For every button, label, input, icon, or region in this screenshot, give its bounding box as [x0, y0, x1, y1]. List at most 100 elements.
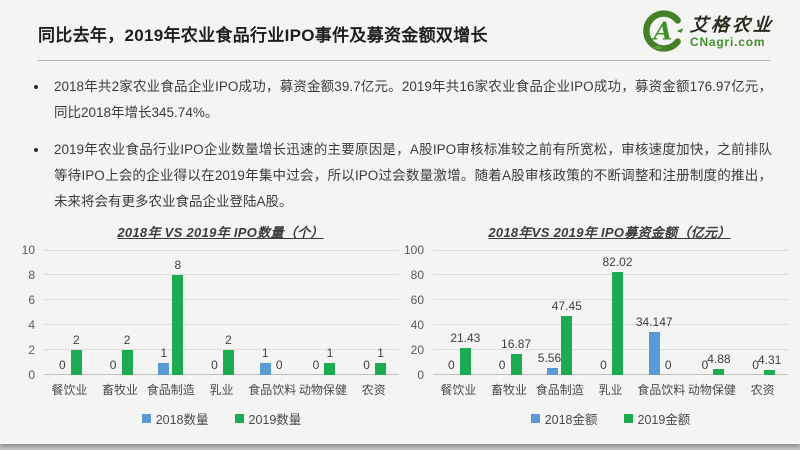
ipo-amount-chart: 2018年VS 2019年 IPO募资金额（亿元） 0 20 40 60 80 100 0… [401, 222, 788, 428]
bar-value-label: 1 [326, 345, 334, 360]
bar [764, 369, 776, 375]
y-axis-tick-label: 8 [28, 268, 35, 282]
brand-domain: CNagri.com [690, 35, 766, 50]
bullet-marker [34, 148, 38, 152]
bar [547, 368, 559, 375]
legend-swatch [530, 414, 540, 423]
y-axis-tick-label: 100 [403, 243, 424, 257]
bar [375, 362, 387, 375]
x-axis: 餐饮业 畜牧业 食品制造 乳业 食品饮料 动物保健 农资 [44, 381, 399, 398]
x-axis: 餐饮业 畜牧业 食品制造 乳业 食品饮料 动物保健 农资 [433, 381, 788, 398]
bar-value-label: 34.147 [635, 315, 673, 330]
legend-label: 2019金额 [637, 413, 691, 427]
chart-title: 2018年VS 2019年 IPO募资金额（亿元） [488, 225, 731, 240]
grid-line [433, 299, 788, 300]
bar-value-label: 0 [275, 358, 283, 372]
grid-line [44, 250, 399, 251]
page-title: 同比去年，2019年农业食品行业IPO事件及募资金额双增长 [38, 25, 488, 45]
y-axis-tick-label: 80 [410, 268, 424, 282]
header-divider [38, 60, 770, 61]
x-axis-category-label: 动物保健 [298, 383, 347, 397]
bar-value-label: 2 [123, 333, 131, 347]
bullet-text: 2018年共2家农业食品企业IPO成功，募资金额39.7亿元。2019年共16家… [54, 79, 772, 120]
y-axis-tick-label: 40 [410, 318, 424, 332]
bar-value-label: 2 [225, 333, 232, 347]
bar-value-label: 1 [261, 345, 269, 360]
y-axis-tick-label: 4 [28, 318, 35, 332]
bar-value-label: 0 [498, 358, 506, 372]
bar-value-label: 0 [448, 358, 455, 372]
y-axis-tick-label: 2 [28, 343, 35, 357]
y-axis-tick-label: 0 [28, 368, 35, 382]
legend-item: 2018数量 [141, 409, 209, 428]
y-axis-tick-label: 60 [410, 293, 424, 307]
y-axis: 0 20 40 60 80 100 [401, 244, 433, 381]
brand-name: 艾格农业 [689, 14, 775, 36]
y-axis-tick-label: 20 [410, 343, 424, 357]
bar-value-label: 0 [752, 358, 759, 372]
legend-label: 2018金额 [544, 413, 598, 427]
x-axis-category-label: 农资 [361, 383, 386, 397]
bullet-marker [34, 85, 38, 89]
bar [121, 350, 133, 375]
grid-line [433, 250, 788, 251]
bar [612, 272, 623, 375]
x-axis-category-label: 畜牧业 [102, 383, 139, 397]
grid-line [44, 299, 399, 300]
brand-text: 艾格农业 CNagri.com [689, 14, 775, 50]
x-axis-category-label: 食品饮料 [248, 383, 297, 397]
grid-line [433, 374, 788, 375]
slide-header: 同比去年，2019年农业食品行业IPO事件及募资金额双增长 A 艾格农业 CNa… [0, 0, 800, 58]
bar [172, 275, 184, 375]
legend-label: 2019数量 [248, 413, 302, 427]
bullet-text: 2019年农业食品行业IPO企业数量增长迅速的主要原因是，A股IPO审核标准较之… [54, 142, 772, 209]
grid-line [44, 274, 399, 275]
bullet-item: 2019年农业食品行业IPO企业数量增长迅速的主要原因是，A股IPO审核标准较之… [28, 137, 772, 215]
plot-area: 0 21.43 0 16.87 5.565 47.45 0 82.02 34.147 0 0 4.88… [433, 250, 788, 375]
bullet-list: 2018年共2家农业食品企业IPO成功，募资金额39.7亿元。2019年共16家… [0, 61, 800, 215]
x-axis-category-label: 动物保健 [687, 383, 736, 397]
legend-label: 2018数量 [155, 413, 209, 427]
bar [158, 362, 170, 375]
bar-value-label: 82.02 [602, 255, 633, 270]
y-axis-tick-label: 10 [21, 243, 35, 257]
bar-value-label: 4.88 [707, 351, 731, 366]
bar-value-label: 47.45 [551, 298, 582, 313]
cnagri-logo-icon: A [641, 9, 685, 58]
chart-legend: 2018数量 2019数量 [12, 409, 399, 428]
bar [713, 368, 725, 375]
bar-value-label: 0 [363, 358, 370, 372]
chart-title: 2018年 VS 2019年 IPO数量（个） [117, 225, 324, 240]
bar-value-label: 0 [312, 358, 320, 372]
grid-line [433, 274, 788, 275]
bar-value-label: 16.87 [501, 336, 532, 351]
chart-legend: 2018金额 2019金额 [401, 409, 788, 428]
bar-value-label: 0 [600, 358, 607, 372]
legend-item: 2019金额 [623, 409, 691, 428]
x-axis-category-label: 乳业 [598, 383, 623, 397]
bar [259, 362, 271, 375]
bar-value-label: 0 [59, 358, 66, 372]
y-axis-tick-label: 0 [417, 368, 424, 382]
grid-line [433, 324, 788, 325]
bar [223, 350, 234, 375]
bar-value-label: 1 [160, 345, 168, 360]
bar-value-label: 0 [701, 358, 709, 372]
bar [648, 332, 660, 375]
x-axis-category-label: 餐饮业 [440, 383, 477, 397]
bar-value-label: 2 [73, 333, 80, 347]
legend-swatch [141, 414, 151, 423]
x-axis-category-label: 餐饮业 [51, 383, 88, 397]
legend-swatch [234, 414, 244, 423]
grid-line [44, 374, 399, 375]
bar-value-label: 1 [377, 345, 384, 360]
y-axis: 0 2 4 6 8 10 [12, 244, 44, 381]
bar-value-label: 5.565 [537, 351, 568, 366]
grid-line [44, 349, 399, 350]
bar [70, 350, 82, 375]
brand-logo: A 艾格农业 CNagri.com [641, 9, 775, 58]
